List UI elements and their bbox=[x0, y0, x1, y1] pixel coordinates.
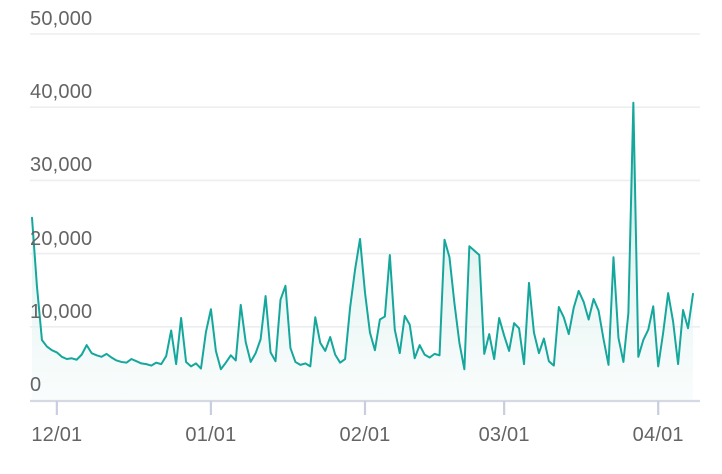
x-tick-label: 04/01 bbox=[632, 424, 684, 446]
x-tick-label: 12/01 bbox=[31, 424, 83, 446]
series-area-fill bbox=[32, 102, 693, 400]
x-axis-ticks bbox=[55, 401, 660, 415]
y-tick-label: 10,000 bbox=[30, 300, 93, 323]
area-fill-path bbox=[32, 102, 693, 400]
y-tick-label: 40,000 bbox=[30, 81, 93, 104]
x-tick-label: 01/01 bbox=[185, 424, 237, 446]
x-tick-label: 03/01 bbox=[478, 424, 530, 446]
y-tick-label: 50,000 bbox=[30, 8, 93, 30]
y-tick-label: 30,000 bbox=[30, 154, 93, 177]
x-tick-label: 02/01 bbox=[339, 424, 391, 446]
series-line-path bbox=[31, 101, 694, 371]
series-line bbox=[31, 101, 694, 371]
y-tick-label: 0 bbox=[30, 374, 42, 396]
y-tick-label: 20,000 bbox=[30, 227, 93, 250]
